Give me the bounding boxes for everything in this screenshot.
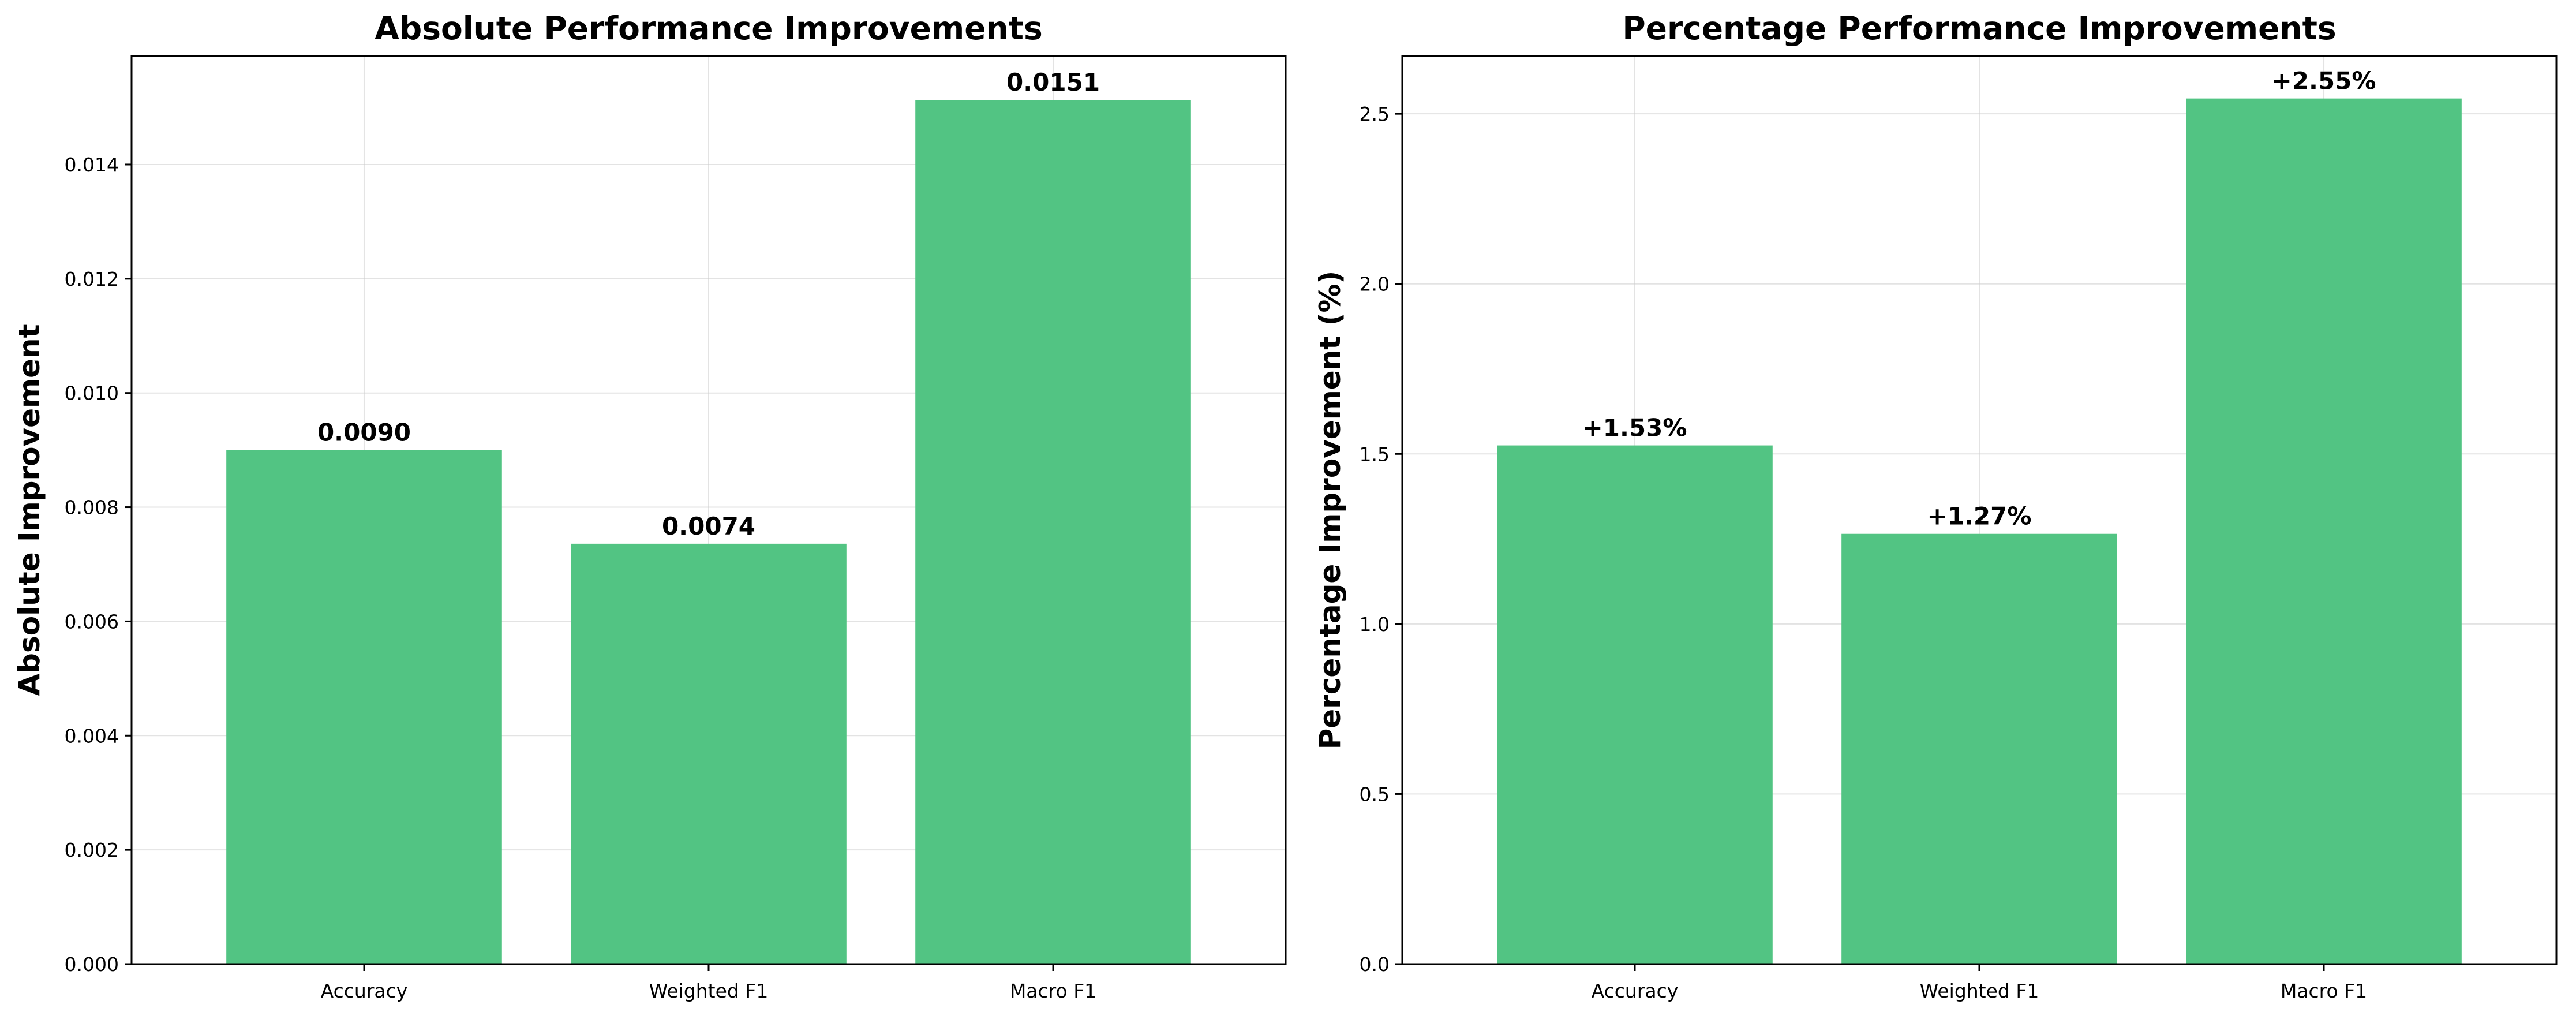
y-tick-label: 0.014: [65, 154, 119, 176]
y-tick-label: 2.0: [1360, 273, 1390, 296]
bar: [571, 543, 847, 964]
bar-value-label: +2.55%: [2272, 67, 2376, 95]
y-tick-label: 0.004: [65, 725, 119, 747]
y-axis-label: Absolute Improvement: [13, 324, 46, 696]
x-tick-label: Macro F1: [2281, 980, 2367, 1002]
y-tick-label: 0.000: [65, 953, 119, 976]
y-tick-label: 1.5: [1360, 443, 1390, 465]
y-tick-label: 0.010: [65, 382, 119, 405]
y-axis-label: Percentage Improvement (%): [1313, 271, 1347, 750]
bar-value-label: 0.0090: [317, 419, 411, 447]
bar: [1841, 533, 2117, 964]
x-tick-label: Accuracy: [1592, 980, 1679, 1002]
chart-title: Percentage Performance Improvements: [1622, 10, 2336, 47]
bar-value-label: 0.0074: [662, 512, 755, 540]
x-tick-label: Macro F1: [1010, 980, 1096, 1002]
y-tick-label: 0.002: [65, 839, 119, 861]
bar: [1497, 445, 1773, 964]
y-tick-label: 0.012: [65, 268, 119, 290]
y-tick-label: 0.5: [1360, 783, 1390, 805]
y-tick-label: 0.0: [1360, 953, 1390, 976]
bar: [2186, 98, 2462, 964]
bar: [226, 450, 502, 964]
chart-title: Absolute Performance Improvements: [375, 10, 1042, 47]
y-tick-label: 1.0: [1360, 613, 1390, 636]
x-tick-label: Accuracy: [321, 980, 408, 1002]
bar-value-label: +1.53%: [1583, 414, 1687, 442]
x-tick-label: Weighted F1: [649, 980, 769, 1002]
y-tick-label: 2.5: [1360, 103, 1390, 125]
absolute-improvement-chart: 0.0090 0.0074 0.0151 0.000 0.002 0.004 0.006 0.…: [13, 10, 1287, 1002]
x-tick-label: Weighted F1: [1920, 980, 2039, 1002]
percentage-improvement-chart: +1.53% +1.27% +2.55% 0.0 0.5 1.0 1.5 2.0 2.5 Accu…: [1313, 10, 2558, 1002]
bar: [915, 100, 1191, 964]
y-tick-label: 0.006: [65, 610, 119, 633]
bar-value-label: +1.27%: [1927, 502, 2032, 531]
bar-value-label: 0.0151: [1006, 68, 1100, 96]
y-tick-label: 0.008: [65, 496, 119, 519]
